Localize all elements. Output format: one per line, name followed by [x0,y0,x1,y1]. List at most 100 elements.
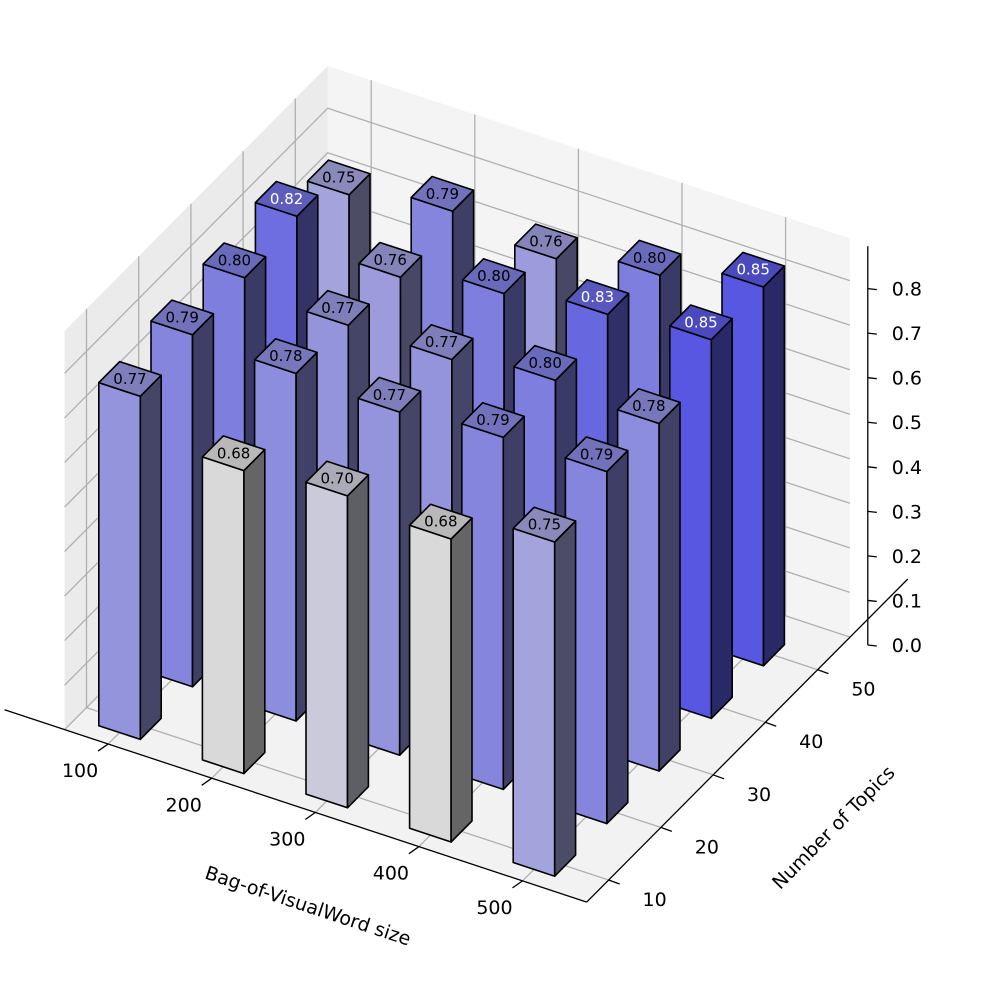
bar-top-face [668,304,734,341]
bar-top-face [201,435,266,472]
y-tick-label: 20 [695,836,719,858]
bar-top-face [358,241,423,279]
y-tick-label: 50 [851,679,875,701]
z-tick-label: 0.8 [892,279,922,301]
bar-top-face [202,242,267,279]
x-tick-mark [304,811,316,821]
y-tick-mark [765,721,777,727]
bar-top-face [513,223,579,260]
x-tick-mark [97,743,109,752]
bar-top-face [306,159,371,196]
bar-side-face [346,474,370,809]
bar-value-label: 0.80 [633,249,666,267]
bar-value-label: 0.82 [270,190,303,208]
bar-value-label: 0.77 [113,370,146,388]
bar-top-face [305,460,370,497]
x-tick-mark [512,880,523,889]
axis-lines [4,246,909,903]
z-gridline [64,107,851,374]
bar-value-label: 0.80 [477,267,510,285]
z-tick-label: 0.2 [892,546,922,568]
bar-top-face [461,257,526,295]
y-tick-mark [608,879,620,885]
bar-side-face [710,317,734,720]
z-tick-label: 0.4 [892,457,922,479]
bar-front-face [201,456,245,775]
bar-side-face [450,517,473,843]
bar-400-10: 0.68 [408,503,473,843]
x-axis-line [4,709,587,903]
z-tick-mark [867,599,877,603]
bar-value-label: 0.77 [425,333,458,351]
bar-value-label: 0.76 [373,251,406,269]
bar-500-10: 0.75 [512,506,577,878]
bar-value-label: 0.78 [632,397,665,415]
y-tick-mark [712,774,725,780]
y-tick-label: 10 [643,889,667,911]
y-tick-mark [817,668,829,675]
bar-front-face [305,481,349,809]
z-tick-mark [867,510,877,513]
x-tick-label: 400 [373,863,409,885]
z-tick-mark [867,644,877,647]
bar-top-face [565,278,630,316]
bar-value-label: 0.68 [424,513,457,531]
bar-side-face [762,265,786,667]
bar-side-face [553,520,577,878]
z-tick-label: 0.5 [892,412,922,434]
bars: 0.75 0.79 0.82 0.76 0.76 0.80 0.80 0.80 0.77 0.79… [98,159,786,878]
x-tick-label: 200 [166,794,202,816]
bar-top-face [513,344,578,382]
bar-top-face [253,337,318,375]
z-tick-label: 0.3 [892,501,922,523]
bar-top-face [721,251,786,288]
z-tick-mark [867,466,877,469]
bar-top-face [150,299,215,336]
bar-value-label: 0.78 [269,347,302,365]
bar-value-label: 0.80 [218,251,251,269]
x-tick-label: 300 [269,828,305,850]
bar-value-label: 0.79 [580,445,613,463]
bar-value-label: 0.83 [581,288,614,306]
bar-value-label: 0.85 [736,261,769,279]
bar-value-label: 0.76 [529,232,562,250]
bar-front-face [98,381,142,741]
bar-top-face [305,289,371,327]
bar-value-label: 0.75 [528,516,561,534]
tick-labels: 100 200 300 400 500 10 20 30 40 50 0.0 0.1 0.2 0.3 0.4… [62,279,922,919]
bar-top-face [98,360,162,398]
bar-front-face [408,524,452,843]
bar-front-face [512,527,556,878]
bar-value-label: 0.70 [320,470,353,488]
bar-200-10: 0.68 [201,435,266,775]
x-tick-label: 500 [476,897,512,919]
z-tick-label: 0.1 [892,590,922,612]
z-tick-mark [867,421,877,424]
bar-top-face [357,376,422,413]
y-tick-label: 40 [799,731,823,753]
bar-side-face [139,374,162,741]
bar-top-face [254,180,319,218]
bar-top-face [408,503,473,540]
bar-top-face [616,387,681,425]
bar-value-label: 0.79 [426,185,459,203]
bar-value-label: 0.80 [528,354,561,372]
bar-300-10: 0.70 [305,460,370,809]
x-tick-label: 100 [62,760,98,782]
bar-top-face [410,175,475,212]
z-tick-label: 0.0 [892,635,922,657]
y-axis-label: Number of Topics [768,762,899,894]
y-tick-label: 30 [747,784,771,806]
bar-side-face [243,448,266,775]
y-tick-mark [660,826,673,833]
x-tick-mark [201,777,213,786]
bar-value-label: 0.79 [476,411,509,429]
bar-value-label: 0.77 [321,299,354,317]
bar-value-label: 0.79 [165,309,198,327]
bar-top-face [512,506,577,543]
bar-top-face [460,401,526,439]
bar-top-face [409,323,474,361]
z-tick-label: 0.6 [892,368,922,390]
z-tick-label: 0.7 [892,323,922,345]
